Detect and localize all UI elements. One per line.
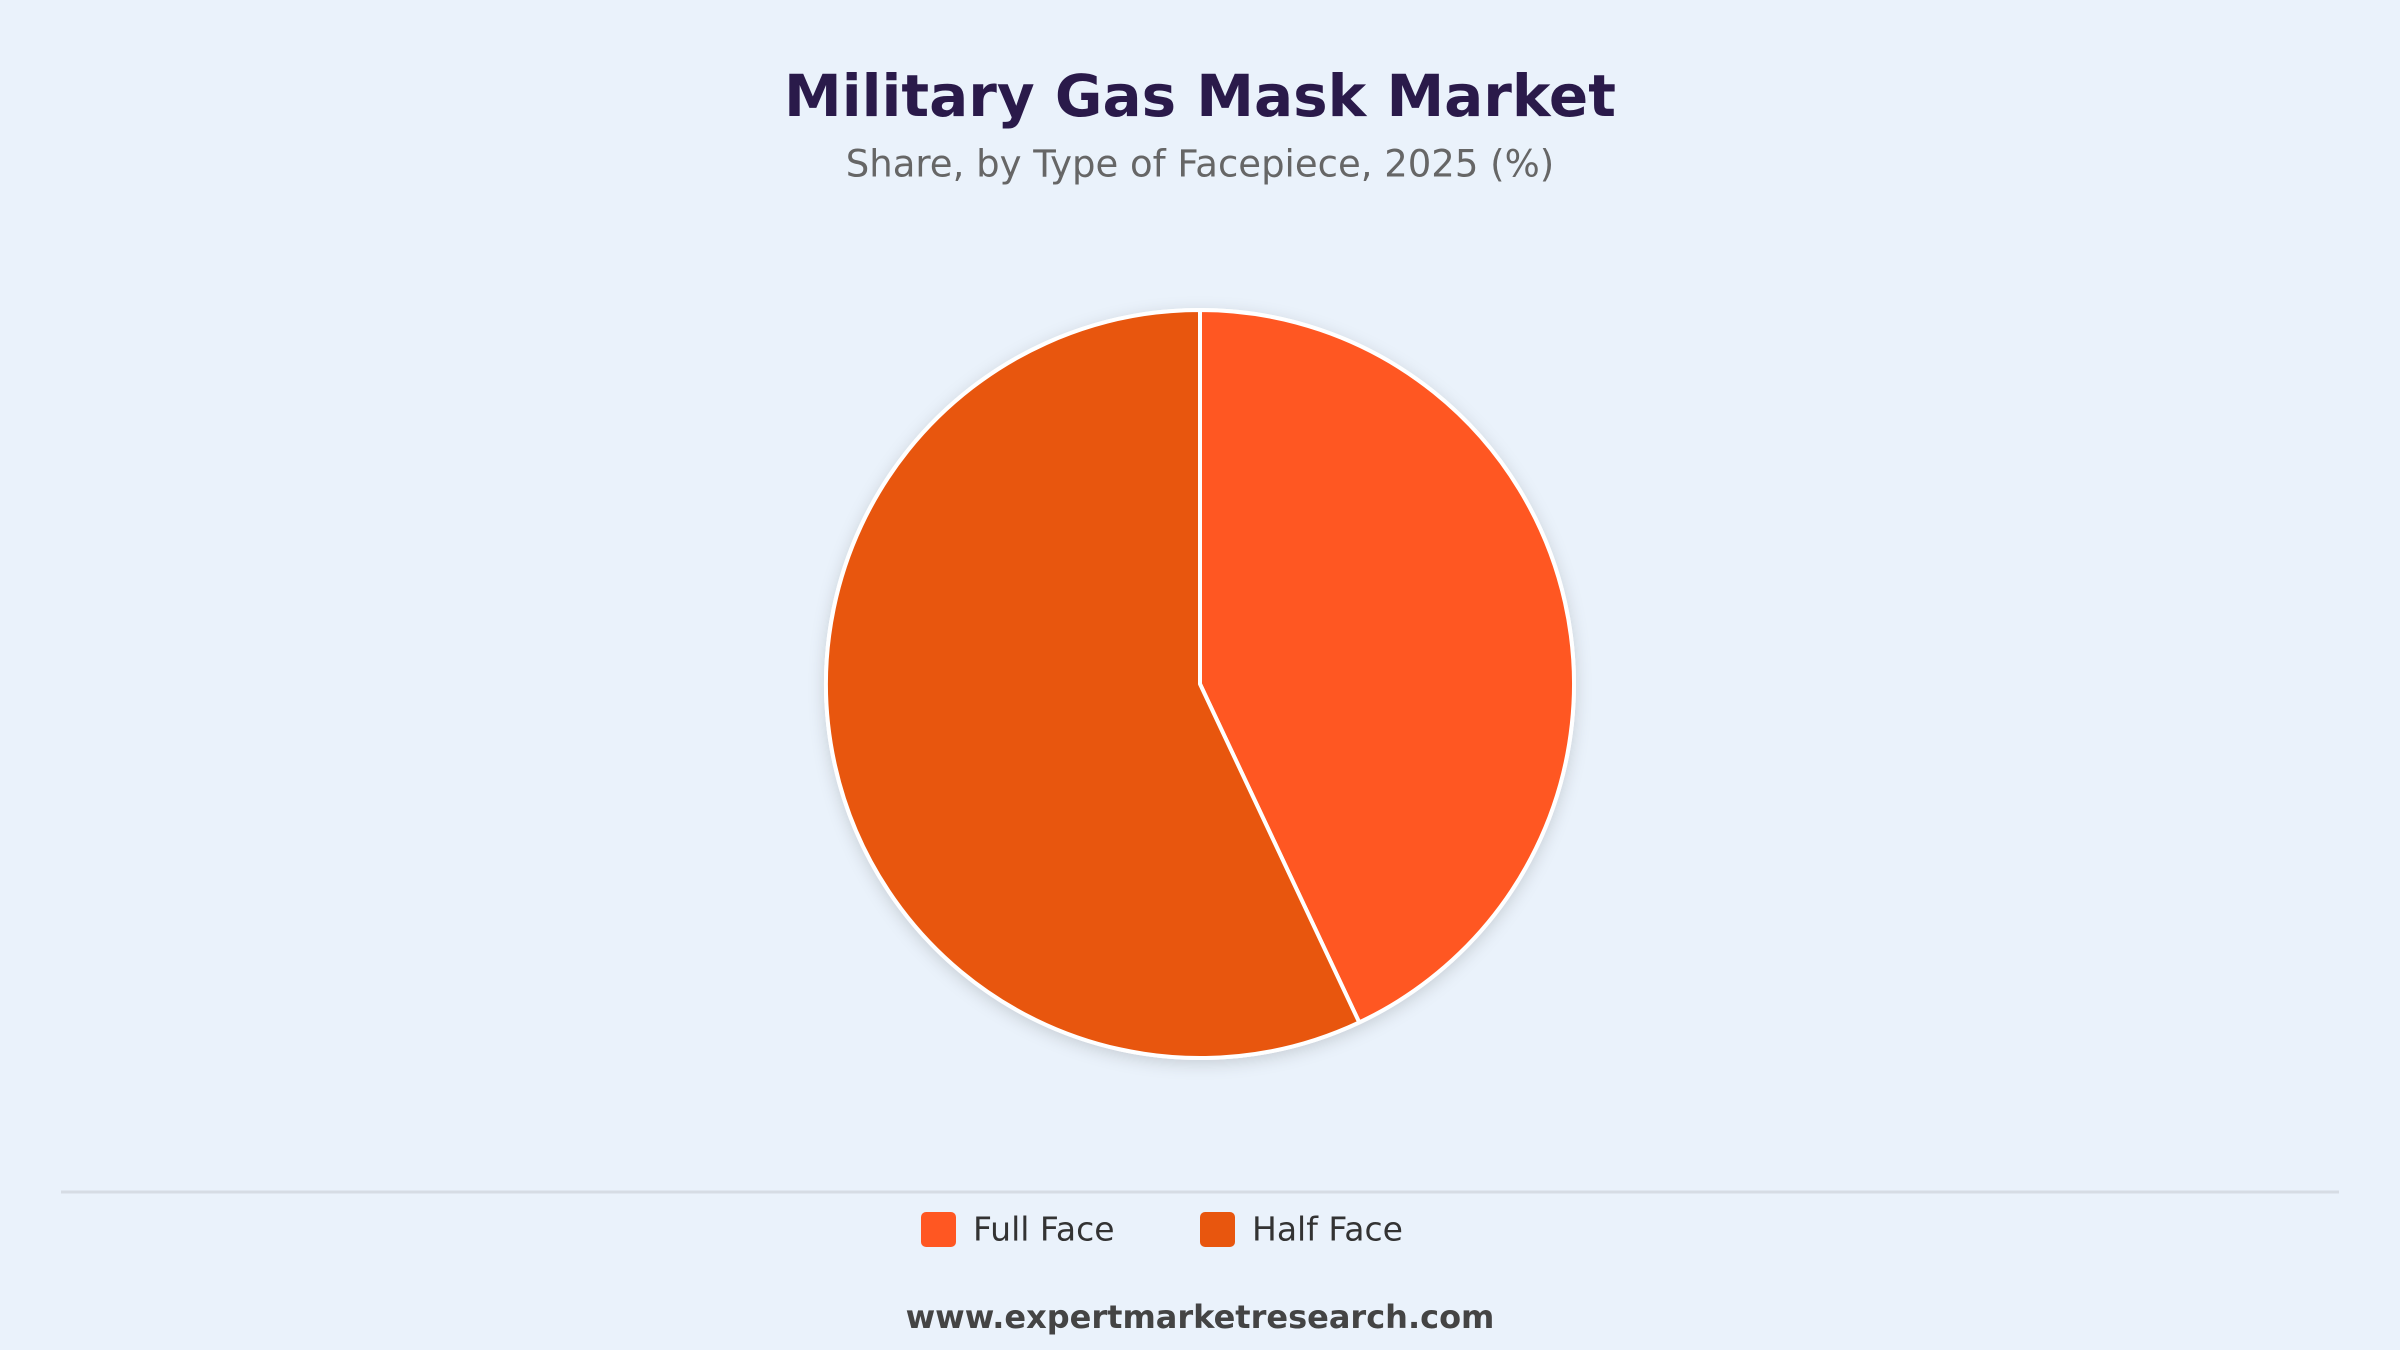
legend-label: Full Face (973, 1210, 1115, 1249)
legend-label: Half Face (1252, 1210, 1403, 1249)
legend-swatch (921, 1212, 956, 1247)
legend: Full Face Half Face (921, 1210, 1403, 1249)
source: www.expertmarketresearch.com (906, 1298, 1495, 1336)
chart-title: Military Gas Mask Market (784, 62, 1616, 130)
chart-subtitle: Share, by Type of Facepiece, 2025 (%) (846, 143, 1554, 186)
pie-slice (824, 308, 1362, 1060)
legend-swatch (1200, 1212, 1235, 1247)
pie-slice (1198, 308, 1576, 1025)
pie (824, 308, 1576, 1060)
